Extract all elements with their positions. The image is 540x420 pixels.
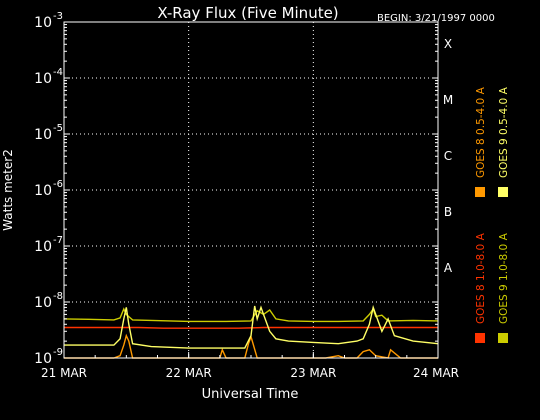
legend: GOES 8 1.0-8.0 A GOES 8 0.5-4.0 A GOES 9 1… xyxy=(475,86,510,343)
y-tick-exponent: -7 xyxy=(53,235,63,246)
flare-class-label: C xyxy=(444,149,452,163)
flare-class-label: X xyxy=(444,37,452,51)
chart-title: X-Ray Flux (Five Minute) xyxy=(157,4,338,22)
y-tick-label: 10 xyxy=(34,127,52,143)
flare-class-label: M xyxy=(443,93,453,107)
y-tick-labels: 10-310-410-510-610-710-810-9 xyxy=(34,11,438,367)
series-lines xyxy=(63,304,439,359)
legend-swatch xyxy=(475,187,485,197)
legend-label: GOES 9 0.5-4.0 A xyxy=(498,86,510,178)
y-tick-label: 10 xyxy=(34,183,52,199)
series-line-0 xyxy=(64,326,438,329)
legend-label: GOES 9 1.0-8.0 A xyxy=(498,232,510,324)
y-tick-label: 10 xyxy=(34,15,52,31)
x-tick-label: 21 MAR xyxy=(41,366,87,380)
y-tick-label: 10 xyxy=(34,239,52,255)
y-tick-exponent: -8 xyxy=(53,291,63,302)
x-tick-labels: 21 MAR 22 MAR 23 MAR 24 MAR xyxy=(41,352,459,380)
y-tick-exponent: -3 xyxy=(53,11,63,22)
flare-class-label: B xyxy=(444,205,452,219)
legend-swatch xyxy=(498,333,508,343)
flare-class-label: A xyxy=(444,261,453,275)
begin-date-label: BEGIN: 3/21/1997 0000 xyxy=(377,13,495,24)
y-tick-exponent: -5 xyxy=(53,123,63,134)
legend-label: GOES 8 0.5-4.0 A xyxy=(475,86,487,178)
legend-swatch xyxy=(475,333,485,343)
x-axis-label: Universal Time xyxy=(202,387,299,402)
y-tick-exponent: -4 xyxy=(53,67,63,78)
y-tick-label: 10 xyxy=(34,295,52,311)
x-tick-label: 23 MAR xyxy=(290,366,336,380)
legend-label: GOES 8 1.0-8.0 A xyxy=(475,232,487,324)
series-line-2 xyxy=(63,307,439,323)
x-tick-label: 24 MAR xyxy=(413,366,459,380)
flare-class-labels: X M C B A xyxy=(443,37,453,275)
y-tick-exponent: -9 xyxy=(53,347,63,358)
grid-lines xyxy=(64,22,438,358)
y-axis-label: Watts meter2 xyxy=(1,149,15,231)
y-tick-label: 10 xyxy=(34,351,52,367)
series-line-3 xyxy=(64,304,439,349)
y-tick-exponent: -6 xyxy=(53,179,63,190)
legend-swatch xyxy=(498,187,508,197)
x-tick-label: 22 MAR xyxy=(166,366,212,380)
y-tick-label: 10 xyxy=(34,71,52,87)
